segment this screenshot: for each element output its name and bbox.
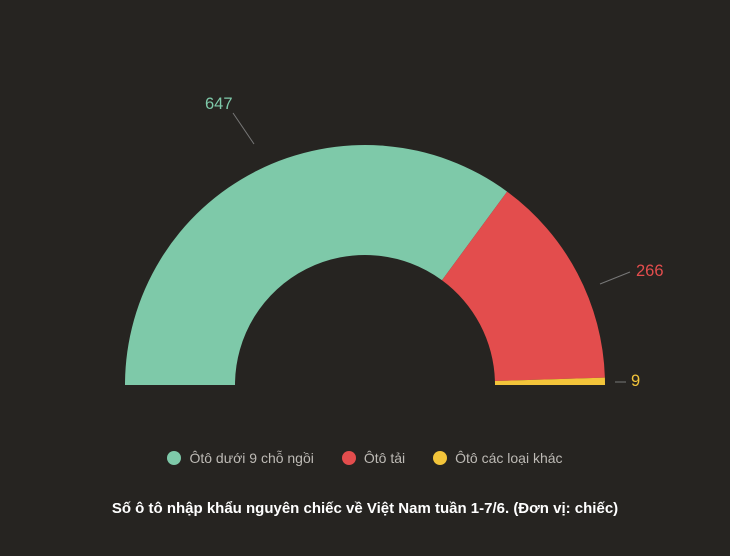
legend: Ôtô dưới 9 chỗ ngồi Ôtô tải Ôtô các loại… [0, 450, 730, 466]
legend-label-1: Ôtô tải [364, 450, 405, 466]
semi-donut-chart [0, 0, 730, 420]
legend-label-2: Ôtô các loại khác [455, 450, 562, 466]
value-label-segOther: 9 [631, 372, 640, 391]
legend-item-0: Ôtô dưới 9 chỗ ngồi [167, 450, 313, 466]
leader-line-0 [233, 113, 254, 144]
legend-swatch-2 [433, 451, 447, 465]
segment-seg9seats [125, 145, 507, 385]
legend-label-0: Ôtô dưới 9 chỗ ngồi [189, 450, 313, 466]
legend-item-2: Ôtô các loại khác [433, 450, 562, 466]
legend-swatch-1 [342, 451, 356, 465]
chart-caption: Số ô tô nhập khẩu nguyên chiếc về Việt N… [0, 500, 730, 517]
legend-item-1: Ôtô tải [342, 450, 405, 466]
leader-line-1 [600, 272, 630, 284]
legend-swatch-0 [167, 451, 181, 465]
value-label-segTruck: 266 [636, 262, 664, 281]
value-label-seg9seats: 647 [205, 95, 233, 114]
chart-container: 647 266 9 Ôtô dưới 9 chỗ ngồi Ôtô tải Ôt… [0, 0, 730, 556]
